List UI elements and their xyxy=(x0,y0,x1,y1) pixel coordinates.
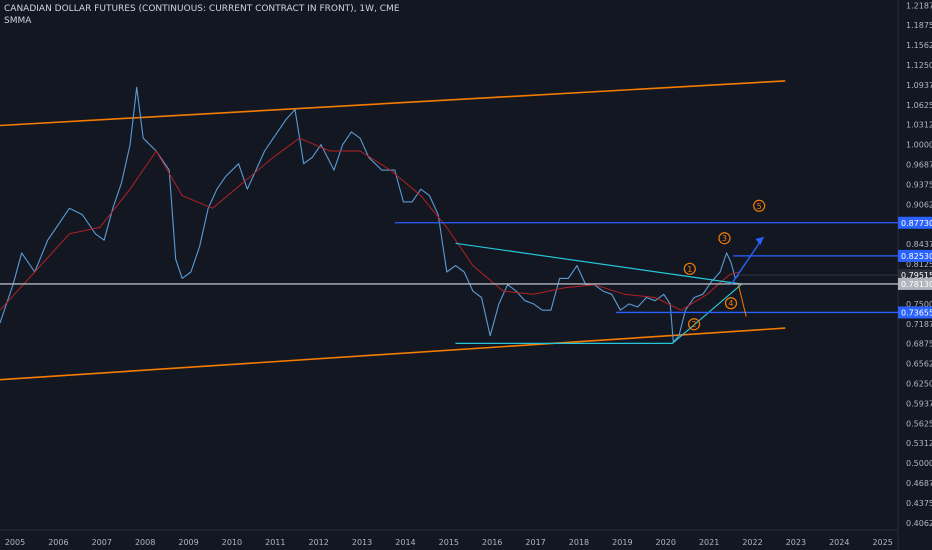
y-tick-label: 0.59375 xyxy=(906,399,932,408)
y-tick-label: 1.15625 xyxy=(906,41,932,50)
wave-label: 4 xyxy=(728,299,733,308)
x-tick-label: 2024 xyxy=(829,538,849,547)
wave-label-circle xyxy=(724,297,738,310)
level-price-label: 0.82530 xyxy=(901,252,932,261)
x-tick-label: 2012 xyxy=(309,538,329,547)
level-price-label: 0.78130 xyxy=(901,280,932,289)
x-tick-label: 2010 xyxy=(222,538,242,547)
y-tick-label: 1.03125 xyxy=(906,121,932,130)
level-price-label: 0.87730 xyxy=(901,219,932,228)
x-tick-label: 2005 xyxy=(5,538,25,547)
y-tick-label: 1.18750 xyxy=(906,21,932,30)
chart-title: CANADIAN DOLLAR FUTURES (CONTINUOUS: CUR… xyxy=(4,4,400,14)
indicator-label: SMMA xyxy=(4,16,32,26)
wave-label-circle xyxy=(753,199,766,212)
x-tick-label: 2020 xyxy=(656,538,676,547)
x-tick-label: 2014 xyxy=(395,538,415,547)
y-tick-label: 0.90625 xyxy=(906,200,932,209)
smma-line xyxy=(0,137,739,311)
channel-upper-line xyxy=(0,80,786,127)
level-price-tag xyxy=(898,249,932,262)
triangle-upper-line xyxy=(455,242,742,285)
triangle-lower-line xyxy=(455,283,743,344)
x-tick-label: 2015 xyxy=(439,538,459,547)
y-tick-label: 0.65625 xyxy=(906,360,932,369)
x-tick-label: 2013 xyxy=(352,538,372,547)
wave-label-circle xyxy=(718,232,731,245)
y-tick-label: 0.40625 xyxy=(906,519,932,528)
x-tick-label: 2023 xyxy=(786,538,806,547)
up-arrow-head xyxy=(755,236,764,245)
channel-lower-line xyxy=(0,327,786,381)
wave-label: 2 xyxy=(692,320,697,329)
projection-line xyxy=(737,284,747,317)
y-tick-label: 0.96875 xyxy=(906,161,932,170)
y-tick-label: 0.84375 xyxy=(906,240,932,249)
x-tick-label: 2017 xyxy=(525,538,545,547)
wave-label: 3 xyxy=(722,234,727,243)
x-tick-label: 2022 xyxy=(742,538,762,547)
y-tick-label: 1.21875 xyxy=(906,1,932,10)
x-tick-label: 2018 xyxy=(569,538,589,547)
x-tick-label: 2019 xyxy=(612,538,632,547)
y-tick-label: 0.71875 xyxy=(906,320,932,329)
x-tick-label: 2025 xyxy=(872,538,892,547)
wave-label-circle xyxy=(688,318,701,331)
wave-label: 5 xyxy=(757,202,762,211)
level-price-tag xyxy=(898,216,932,229)
x-tick-label: 2006 xyxy=(48,538,68,547)
x-tick-label: 2016 xyxy=(482,538,502,547)
y-tick-label: 1.09375 xyxy=(906,81,932,90)
x-tick-label: 2007 xyxy=(92,538,112,547)
wave-label-circle xyxy=(683,262,696,275)
price-series-line xyxy=(0,86,739,343)
x-tick-label: 2021 xyxy=(699,538,719,547)
x-tick-label: 2011 xyxy=(265,538,285,547)
wave-label: 1 xyxy=(687,265,692,274)
level-price-tag xyxy=(898,306,932,319)
level-price-label: 0.73655 xyxy=(901,308,932,317)
level-price-label: 0.79515 xyxy=(901,271,932,280)
y-tick-label: 0.46875 xyxy=(906,479,932,488)
up-arrow-line xyxy=(730,236,765,286)
x-tick-label: 2008 xyxy=(135,538,155,547)
x-tick-label: 2009 xyxy=(178,538,198,547)
y-tick-label: 1.12500 xyxy=(906,61,932,70)
y-tick-label: 1.06250 xyxy=(906,101,932,110)
y-tick-label: 0.53125 xyxy=(906,439,932,448)
level-price-tag xyxy=(898,277,932,290)
